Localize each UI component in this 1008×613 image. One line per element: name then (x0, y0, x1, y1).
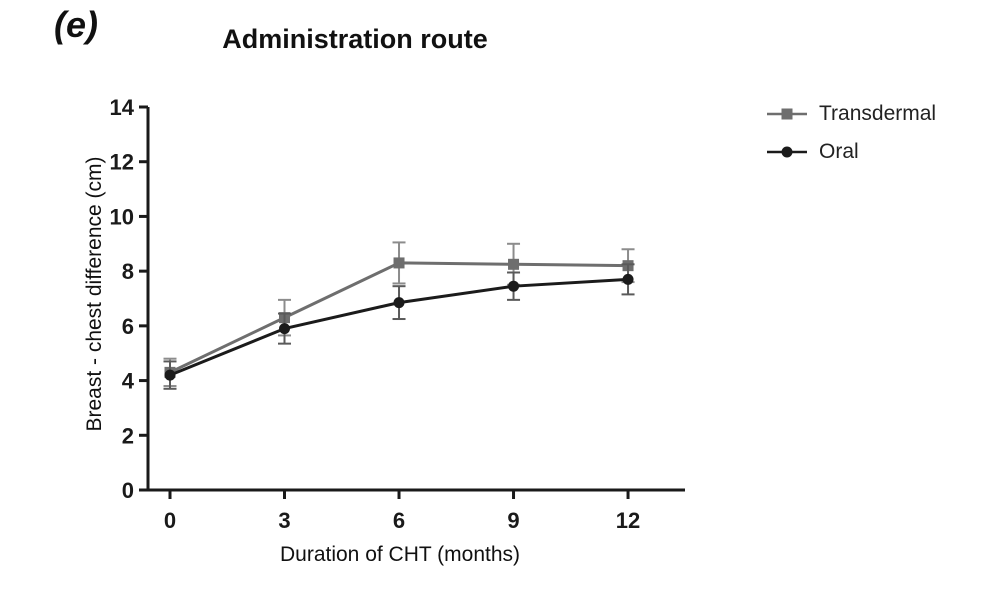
svg-text:14: 14 (110, 95, 135, 120)
svg-text:3: 3 (278, 508, 290, 533)
chart-title: Administration route (222, 24, 488, 54)
svg-text:4: 4 (122, 369, 135, 394)
line-chart: 0 2 4 6 8 10 12 14 0 3 6 9 12 (110, 95, 685, 533)
panel-label: (e) (54, 4, 98, 45)
svg-text:10: 10 (110, 204, 134, 229)
svg-text:0: 0 (164, 508, 176, 533)
x-axis-label: Duration of CHT (months) (279, 543, 521, 566)
legend-item-transdermal: Transdermal (765, 102, 936, 126)
svg-text:0: 0 (122, 478, 134, 503)
svg-text:2: 2 (122, 423, 134, 448)
transdermal-marker-icon (767, 108, 807, 120)
legend-label-oral: Oral (819, 140, 859, 163)
legend: Transdermal Oral (765, 102, 936, 164)
legend-label-transdermal: Transdermal (819, 102, 937, 125)
svg-text:6: 6 (122, 314, 134, 339)
svg-text:8: 8 (122, 259, 134, 284)
svg-text:6: 6 (393, 508, 405, 533)
y-axis-label: Breast - chest difference (cm) (83, 156, 106, 432)
oral-marker-icon (767, 146, 807, 158)
svg-text:12: 12 (110, 150, 134, 175)
svg-text:12: 12 (616, 508, 640, 533)
svg-text:9: 9 (507, 508, 519, 533)
legend-item-oral: Oral (765, 140, 936, 164)
